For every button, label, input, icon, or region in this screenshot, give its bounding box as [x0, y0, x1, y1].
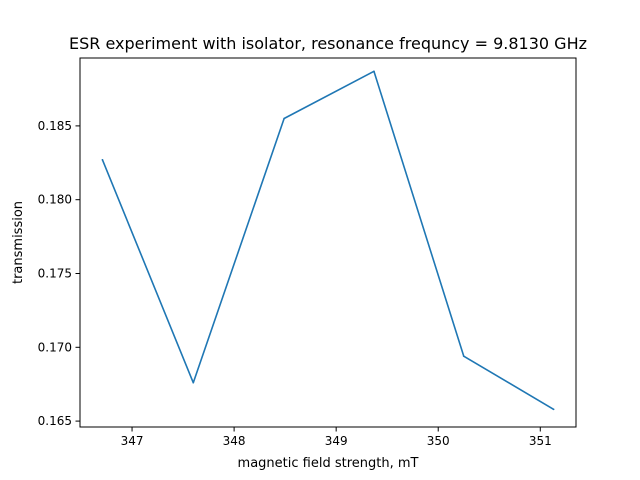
x-tick-label: 351 [529, 434, 552, 448]
y-tick-label: 0.175 [38, 266, 72, 280]
data-point [192, 381, 195, 384]
series-line-0 [101, 70, 555, 411]
y-axis-label: transmission [11, 201, 26, 284]
data-point [552, 408, 555, 411]
series-layer [101, 70, 555, 411]
y-axis: 0.165 0.170 0.175 0.180 0.185 [38, 119, 80, 428]
y-tick-label: 0.180 [38, 193, 72, 207]
plot-area: 347 348 349 350 351 0.165 0.170 0.175 0.180 0.18… [38, 57, 577, 448]
chart-title: ESR experiment with isolator, resonance … [69, 34, 587, 53]
x-tick-label: 348 [223, 434, 246, 448]
x-tick-label: 350 [427, 434, 450, 448]
x-axis: 347 348 349 350 351 [121, 427, 552, 448]
data-point [373, 70, 375, 73]
y-tick-label: 0.165 [38, 414, 72, 428]
data-point [101, 159, 104, 161]
data-point [462, 355, 465, 357]
x-tick-label: 349 [325, 434, 348, 448]
y-tick-label: 0.185 [38, 119, 72, 133]
data-point [283, 117, 285, 120]
y-tick-label: 0.170 [38, 340, 72, 354]
plot-frame [79, 57, 577, 428]
x-tick-label: 347 [121, 434, 144, 448]
x-axis-label: magnetic field strength, mT [238, 456, 419, 471]
